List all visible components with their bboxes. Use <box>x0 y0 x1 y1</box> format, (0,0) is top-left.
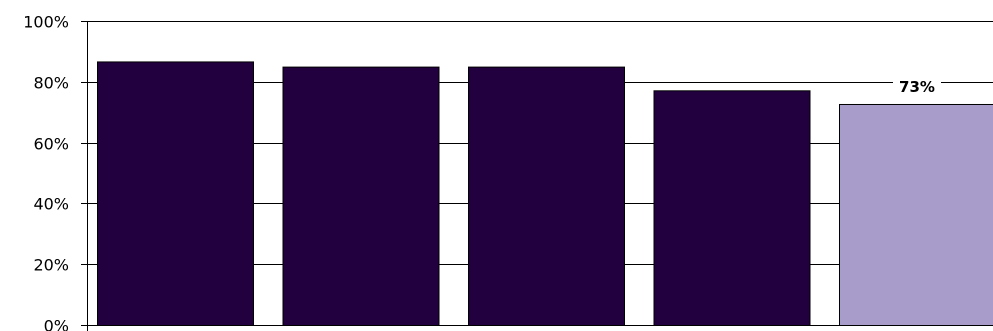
y-tick-label: 100% <box>23 13 69 32</box>
y-tick-label: 40% <box>33 195 69 214</box>
bar <box>653 90 811 326</box>
bar <box>468 66 625 326</box>
bar <box>97 61 254 326</box>
y-tick-label: 0% <box>44 317 69 331</box>
y-tick-label: 80% <box>33 74 69 93</box>
labels: 0% 20% 40% 60% 80% 100% 73% <box>23 13 941 331</box>
bars <box>97 61 993 326</box>
axes <box>81 21 993 331</box>
y-tick-label: 20% <box>33 256 69 275</box>
y-tick-label: 60% <box>33 135 69 154</box>
data-label: 73% <box>899 78 935 96</box>
bar <box>839 103 993 326</box>
bar <box>282 66 440 326</box>
data-label-bg <box>893 76 941 96</box>
